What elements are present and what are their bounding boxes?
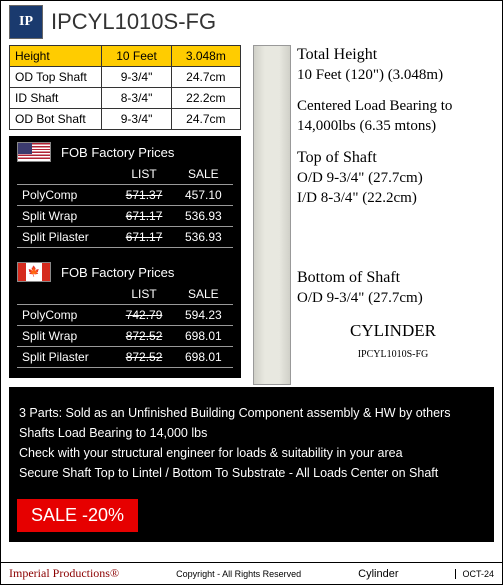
shape-code: IPCYL1010S-FG xyxy=(297,348,489,361)
note-line: Shafts Load Bearing to 14,000 lbs xyxy=(19,423,484,443)
cylinder-image xyxy=(253,45,291,385)
total-height-value: 10 Feet (120") (3.048m) xyxy=(297,66,489,86)
footer-date: OCT-24 xyxy=(455,569,494,579)
total-height-label: Total Height xyxy=(297,45,489,66)
bottom-shaft-label: Bottom of Shaft xyxy=(297,268,489,289)
sale-badge: SALE -20% xyxy=(17,499,138,532)
footer-copyright: Copyright - All Rights Reserved xyxy=(176,569,301,579)
main-content: Height 10 Feet 3.048m OD Top Shaft 9-3/4… xyxy=(1,43,502,387)
logo-icon: IP xyxy=(9,5,43,39)
shape-label: CYLINDER xyxy=(297,320,489,342)
notes-list: 3 Parts: Sold as an Unfinished Building … xyxy=(17,393,486,493)
note-line: Secure Shaft Top to Lintel / Bottom To S… xyxy=(19,463,484,483)
price-section-us: FOB Factory Prices LIST SALE PolyComp 57… xyxy=(17,142,233,248)
top-od: O/D 9-3/4" (27.7cm) xyxy=(297,169,489,189)
top-id: I/D 8-3/4" (22.2cm) xyxy=(297,189,489,209)
price-row: Split Wrap 872.52 698.01 xyxy=(17,326,233,347)
top-shaft-label: Top of Shaft xyxy=(297,148,489,169)
price-row: Split Pilaster 671.17 536.93 xyxy=(17,227,233,248)
left-column: Height 10 Feet 3.048m OD Top Shaft 9-3/4… xyxy=(1,43,249,387)
footer-company: Imperial Productions® xyxy=(9,566,119,581)
spec-row: OD Bot Shaft 9-3/4" 24.7cm xyxy=(10,109,241,130)
product-card: IP IPCYL1010S-FG Height 10 Feet 3.048m O… xyxy=(0,0,503,585)
spec-table: Height 10 Feet 3.048m OD Top Shaft 9-3/4… xyxy=(9,45,241,130)
price-header-us: FOB Factory Prices xyxy=(17,142,233,162)
price-cols: LIST SALE xyxy=(17,284,233,305)
price-title-ca: FOB Factory Prices xyxy=(61,265,174,280)
product-code-title: IPCYL1010S-FG xyxy=(51,9,216,35)
note-line: Check with your structural engineer for … xyxy=(19,443,484,463)
price-row: PolyComp 742.79 594.23 xyxy=(17,305,233,326)
footer-category: Cylinder xyxy=(358,568,398,580)
bottom-od: O/D 9-3/4" (27.7cm) xyxy=(297,289,489,309)
load-bearing-label: Centered Load Bearing to xyxy=(297,97,489,117)
spec-header-row: Height 10 Feet 3.048m xyxy=(10,46,241,67)
notes-block: 3 Parts: Sold as an Unfinished Building … xyxy=(9,387,494,542)
price-section-ca: FOB Factory Prices LIST SALE PolyComp 74… xyxy=(17,262,233,368)
description-block: Total Height 10 Feet (120") (3.048m) Cen… xyxy=(297,45,489,385)
header: IP IPCYL1010S-FG xyxy=(1,1,502,43)
note-line: 3 Parts: Sold as an Unfinished Building … xyxy=(19,403,484,423)
right-column: Total Height 10 Feet (120") (3.048m) Cen… xyxy=(249,43,493,387)
footer: Imperial Productions® Copyright - All Ri… xyxy=(1,562,502,584)
spec-row: ID Shaft 8-3/4" 22.2cm xyxy=(10,88,241,109)
price-title-us: FOB Factory Prices xyxy=(61,145,174,160)
spec-row: OD Top Shaft 9-3/4" 24.7cm xyxy=(10,67,241,88)
load-bearing-value: 14,000lbs (6.35 mtons) xyxy=(297,117,489,137)
spec-h2: 3.048m xyxy=(171,46,240,67)
spec-h0: Height xyxy=(10,46,102,67)
spec-h1: 10 Feet xyxy=(102,46,171,67)
price-table-us: LIST SALE PolyComp 571.37 457.10 Split W… xyxy=(17,164,233,248)
flag-us-icon xyxy=(17,142,51,162)
price-row: Split Pilaster 872.52 698.01 xyxy=(17,347,233,368)
price-row: PolyComp 571.37 457.10 xyxy=(17,185,233,206)
price-header-ca: FOB Factory Prices xyxy=(17,262,233,282)
price-row: Split Wrap 671.17 536.93 xyxy=(17,206,233,227)
price-table-ca: LIST SALE PolyComp 742.79 594.23 Split W… xyxy=(17,284,233,368)
pricing-block: FOB Factory Prices LIST SALE PolyComp 57… xyxy=(9,136,241,378)
price-cols: LIST SALE xyxy=(17,164,233,185)
flag-ca-icon xyxy=(17,262,51,282)
